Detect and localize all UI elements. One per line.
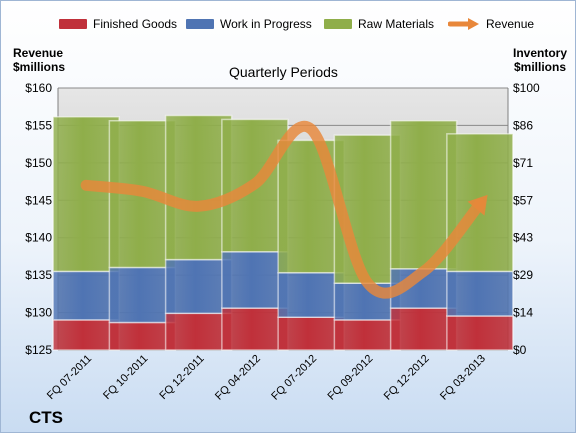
bar-raw-materials (277, 139, 345, 274)
legend-label-finished-goods: Finished Goods (93, 17, 178, 31)
x-axis-tick-label: FQ 12-2012 (382, 353, 432, 403)
bar-work-in-progress (277, 271, 345, 318)
bar-finished-goods (446, 315, 514, 351)
left-axis-tick-label: $140 (25, 231, 52, 245)
left-axis-title: Revenue $millions (13, 46, 65, 74)
x-axis-tick-label: FQ 04-2012 (213, 353, 263, 403)
right-axis-tick-label: $0 (513, 343, 527, 357)
x-axis-tick-label: FQ 12-2011 (157, 353, 206, 402)
x-axis-tick-label: FQ 09-2012 (326, 353, 376, 403)
bar-raw-materials (52, 116, 120, 273)
bar-work-in-progress (164, 258, 233, 315)
right-axis-title-line-2: $millions (514, 60, 567, 74)
right-axis-tick-label: $71 (513, 156, 533, 170)
left-axis-tick-label: $160 (25, 81, 52, 95)
right-axis-tick-label: $57 (513, 193, 533, 207)
left-axis-tick-label: $150 (25, 156, 52, 170)
right-axis-title: Inventory $millions (513, 46, 567, 74)
x-axis-tick-label: FQ 07-2012 (269, 353, 319, 403)
x-axis-tick-label: FQ 03-2013 (438, 353, 488, 403)
left-axis-tick-label: $145 (25, 193, 52, 207)
left-axis-tick-label: $135 (25, 268, 52, 282)
right-axis-tick-label: $43 (513, 231, 533, 245)
chart-title: Quarterly Periods (229, 64, 338, 80)
left-axis-title-line-2: $millions (13, 60, 66, 74)
right-axis-tick-label: $14 (513, 306, 533, 320)
left-axis-tick-label: $125 (25, 343, 52, 357)
bar-raw-materials (164, 114, 233, 261)
right-axis-tick-label: $29 (513, 268, 533, 282)
bar-work-in-progress (446, 270, 514, 317)
x-axis-tick-label: FQ 07-2011 (45, 353, 94, 402)
bar-finished-goods (164, 312, 233, 351)
legend-item-raw-materials: Raw Materials (324, 16, 434, 32)
bar-finished-goods (221, 307, 289, 351)
revenue-arrowhead (467, 194, 488, 216)
left-axis-tick-label: $130 (25, 306, 52, 320)
legend-swatch-finished-goods (59, 19, 87, 29)
right-axis-tick-label: $86 (513, 118, 533, 132)
company-label: CTS (29, 408, 63, 427)
legend-item-finished-goods: Finished Goods (59, 16, 177, 32)
legend-item-work-in-progress: Work in Progress (186, 16, 312, 32)
legend-label-raw-materials: Raw Materials (358, 17, 435, 31)
legend-label-revenue: Revenue (486, 17, 535, 31)
bar-finished-goods (333, 319, 402, 351)
legend-swatch-work-in-progress (186, 19, 214, 29)
bar-work-in-progress (221, 251, 289, 309)
left-axis-tick-label: $155 (25, 118, 52, 132)
right-axis-title-line-1: Inventory (513, 46, 568, 60)
left-axis-title-line-1: Revenue (13, 46, 64, 60)
right-axis-tick-label: $100 (513, 81, 540, 95)
legend-swatch-raw-materials (324, 19, 352, 29)
legend-swatch-revenue (448, 18, 479, 30)
x-axis-tick-label: FQ 10-2011 (101, 353, 150, 402)
revenue-line (80, 120, 486, 299)
bar-work-in-progress (52, 270, 120, 321)
legend-label-work-in-progress: Work in Progress (220, 17, 312, 31)
legend-item-revenue: Revenue (448, 16, 534, 32)
